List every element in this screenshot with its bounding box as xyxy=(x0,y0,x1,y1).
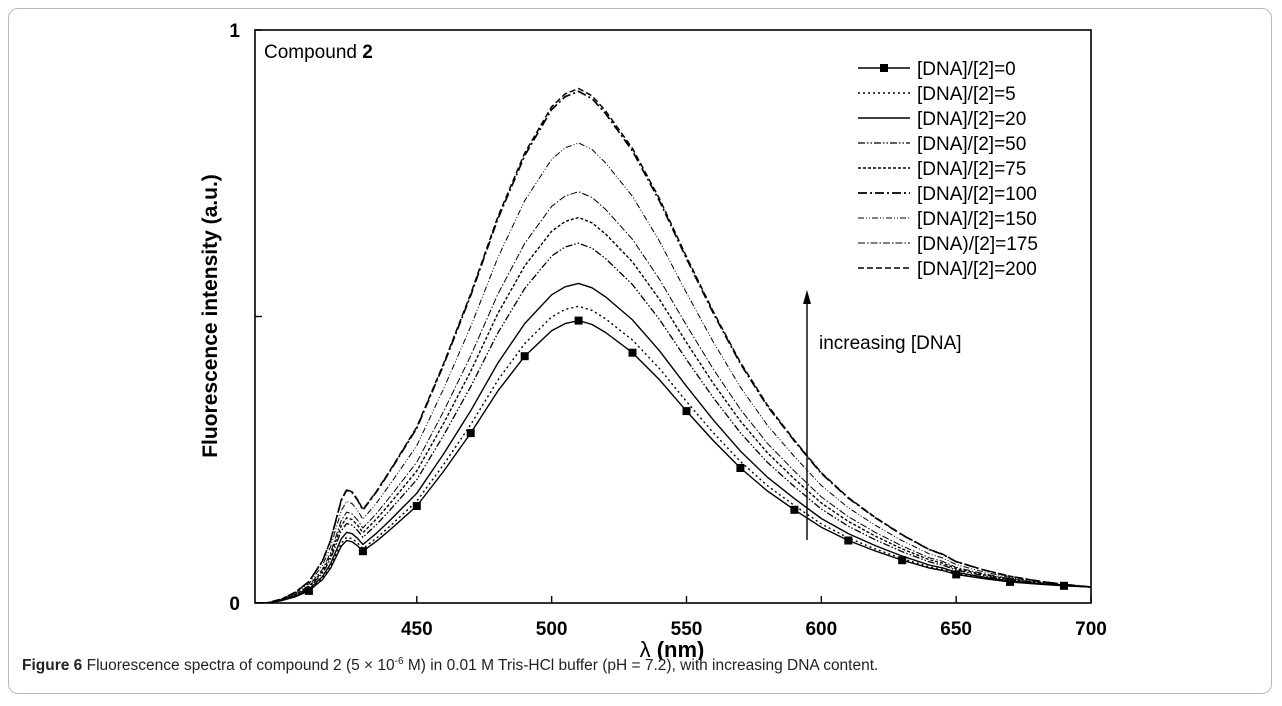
x-tick-label: 550 xyxy=(671,619,703,640)
figure-frame xyxy=(8,8,1272,694)
series-line-6 xyxy=(255,142,1091,603)
series-line-7 xyxy=(255,191,1091,603)
legend-label: [DNA)/[2]=175 xyxy=(917,234,1038,255)
series-line-2 xyxy=(255,282,1091,603)
legend-label: [DNA]/[2]=75 xyxy=(917,159,1026,180)
data-marker-2 xyxy=(412,502,421,510)
series-lines xyxy=(255,87,1091,603)
series-line-1 xyxy=(255,305,1091,603)
series-line-3 xyxy=(255,242,1091,603)
y-tick-label: 0 xyxy=(229,594,240,615)
caption-exponent: -6 xyxy=(394,655,404,667)
legend-label: [DNA]/[2]=200 xyxy=(917,259,1037,280)
data-marker-5 xyxy=(574,316,583,325)
legend-label: [DNA]/[2]=0 xyxy=(917,59,1016,80)
data-marker-1 xyxy=(358,547,367,556)
legend-label: [DNA]/[2]=50 xyxy=(917,134,1026,155)
legend-label: [DNA]/[2]=20 xyxy=(917,109,1026,130)
fluorescence-chart: 450 500 550 600 650 700 01 Compound 2 λ (nm) … xyxy=(199,21,1107,660)
legend-label: [DNA]/[2]=150 xyxy=(917,209,1037,230)
x-axis-ticks: 450 500 550 600 650 700 xyxy=(401,596,1107,640)
data-marker-3 xyxy=(466,429,475,438)
caption-text-end: M) in 0.01 M Tris-HCl buffer (pH = 7.2),… xyxy=(403,657,879,674)
arrow-head-icon xyxy=(803,290,811,304)
series-line-0 xyxy=(255,319,1091,603)
y-axis-label: Fluorescence intensity (a.u.) xyxy=(199,174,222,458)
data-marker-9 xyxy=(790,505,799,514)
data-marker-14 xyxy=(1060,581,1068,590)
series-markers xyxy=(304,316,1068,595)
caption-label: Figure 6 xyxy=(22,657,83,674)
arrow-label: increasing [DNA] xyxy=(819,333,962,354)
series-line-4 xyxy=(255,216,1091,603)
x-tick-label: 650 xyxy=(940,619,972,640)
data-marker-7 xyxy=(682,407,691,416)
data-marker-13 xyxy=(1006,577,1015,586)
figure-caption: Figure 6 Fluorescence spectra of compoun… xyxy=(22,655,879,675)
x-tick-label: 700 xyxy=(1075,619,1107,640)
x-tick-label: 600 xyxy=(805,619,837,640)
y-axis-ticks: 01 xyxy=(229,21,262,615)
x-tick-label: 450 xyxy=(401,619,433,640)
series-line-8 xyxy=(255,87,1091,603)
legend-marker-icon xyxy=(880,64,888,72)
data-marker-4 xyxy=(520,352,529,361)
legend-label: [DNA]/[2]=5 xyxy=(917,84,1016,105)
compound-annotation: Compound 2 xyxy=(264,42,373,63)
data-marker-6 xyxy=(628,348,637,357)
y-tick-label: 1 xyxy=(229,21,240,42)
legend: [DNA]/[2]=0 [DNA]/[2]=5 [DNA]/[2]=20 [DNA]/… xyxy=(858,59,1038,280)
data-marker-11 xyxy=(898,556,907,565)
legend-label: [DNA]/[2]=100 xyxy=(917,184,1037,205)
data-marker-12 xyxy=(952,570,961,579)
caption-text-start: Fluorescence spectra of compound 2 (5 × … xyxy=(82,657,395,674)
increasing-arrow xyxy=(803,290,811,540)
x-axis-label: λ (nm) xyxy=(640,637,705,660)
data-marker-8 xyxy=(736,464,745,472)
data-marker-0 xyxy=(304,586,313,595)
data-marker-10 xyxy=(844,536,853,545)
x-tick-label: 500 xyxy=(536,619,568,640)
